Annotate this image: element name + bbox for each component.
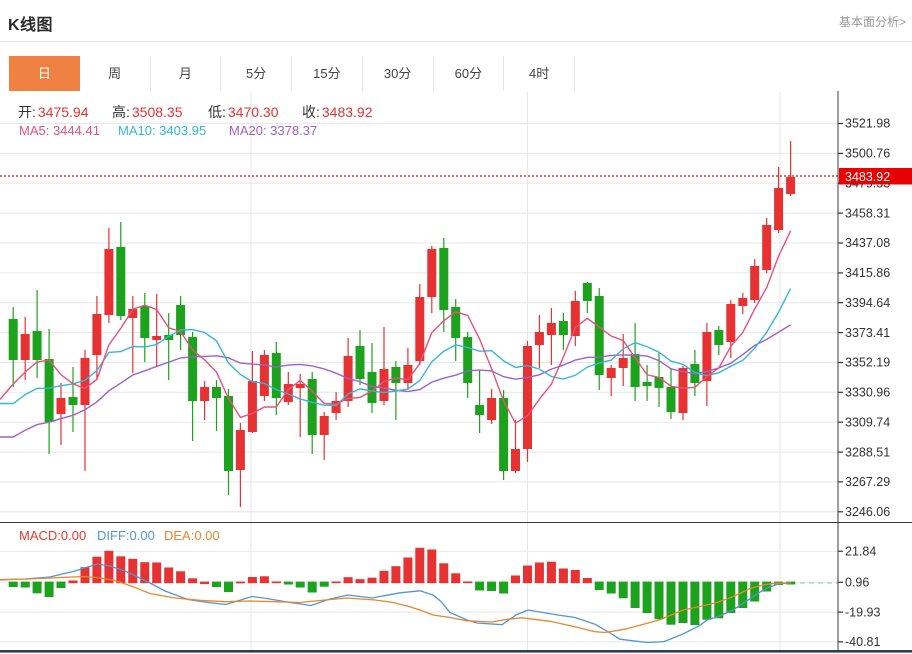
svg-text:-40.81: -40.81 — [845, 635, 880, 649]
svg-text:3458.31: 3458.31 — [845, 206, 890, 220]
svg-text:开:3475.94高:3508.35低:3470.30收:3: 开: 3475.94 高: 3508.35 低: 3470.30 收: 3483.92 — [18, 104, 373, 120]
svg-text:21.84: 21.84 — [845, 544, 876, 558]
svg-text:0.96: 0.96 — [845, 576, 869, 590]
svg-text:3373.41: 3373.41 — [845, 326, 890, 340]
svg-text:3352.19: 3352.19 — [845, 356, 890, 370]
svg-text:3330.96: 3330.96 — [845, 386, 890, 400]
svg-text:3288.51: 3288.51 — [845, 445, 890, 459]
svg-text:3267.29: 3267.29 — [845, 475, 890, 489]
svg-text:3415.86: 3415.86 — [845, 266, 890, 280]
svg-text:3500.76: 3500.76 — [845, 147, 890, 161]
svg-text:3394.64: 3394.64 — [845, 296, 890, 310]
svg-text:-19.93: -19.93 — [845, 605, 880, 619]
svg-text:3521.98: 3521.98 — [845, 117, 890, 131]
svg-text:3483.92: 3483.92 — [845, 170, 890, 184]
svg-text:3309.74: 3309.74 — [845, 415, 890, 429]
svg-text:3437.08: 3437.08 — [845, 236, 890, 250]
svg-text:3246.06: 3246.06 — [845, 505, 890, 519]
